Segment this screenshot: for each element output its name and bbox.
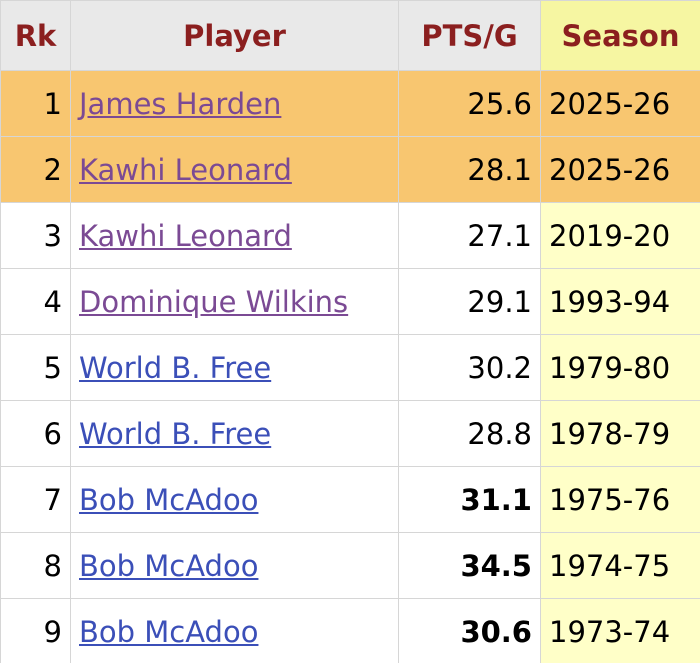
season: 1973-74 — [540, 598, 700, 663]
rank: 9 — [0, 598, 71, 663]
rank: 7 — [0, 466, 71, 533]
rank: 6 — [0, 400, 71, 467]
player-link[interactable]: World B. Free — [79, 416, 272, 451]
rank: 3 — [0, 202, 71, 269]
player-cell: Dominique Wilkins — [70, 268, 399, 335]
player-link[interactable]: James Harden — [79, 86, 282, 121]
player-link[interactable]: Dominique Wilkins — [79, 284, 349, 319]
row: 4 Dominique Wilkins 29.1 1993-94 — [0, 268, 700, 335]
player-cell: Bob McAdoo — [70, 598, 399, 663]
player-cell: Bob McAdoo — [70, 466, 399, 533]
player-link[interactable]: Bob McAdoo — [79, 482, 259, 517]
player-link[interactable]: World B. Free — [79, 350, 272, 385]
row: 1 James Harden 25.6 2025-26 — [0, 70, 700, 137]
column-header[interactable]: Season — [540, 0, 700, 71]
season: 1993-94 — [540, 268, 700, 335]
rank: 2 — [0, 136, 71, 203]
column-header[interactable]: Rk — [0, 0, 71, 71]
player-link[interactable]: Bob McAdoo — [79, 614, 259, 649]
column-header[interactable]: Player — [70, 0, 399, 71]
row: 8 Bob McAdoo 34.5 1974-75 — [0, 532, 700, 599]
row: 3 Kawhi Leonard 27.1 2019-20 — [0, 202, 700, 269]
points: 25.6 — [398, 70, 541, 137]
points: 31.1 — [398, 466, 541, 533]
rank: 5 — [0, 334, 71, 401]
player-link[interactable]: Kawhi Leonard — [79, 152, 292, 187]
points: 30.2 — [398, 334, 541, 401]
season: 1974-75 — [540, 532, 700, 599]
row: 7 Bob McAdoo 31.1 1975-76 — [0, 466, 700, 533]
player-link[interactable]: Bob McAdoo — [79, 548, 259, 583]
season: 2019-20 — [540, 202, 700, 269]
season: 1978-79 — [540, 400, 700, 467]
row: 9 Bob McAdoo 30.6 1973-74 — [0, 598, 700, 663]
player-link[interactable]: Kawhi Leonard — [79, 218, 292, 253]
rank: 1 — [0, 70, 71, 137]
points: 28.8 — [398, 400, 541, 467]
season: 1979-80 — [540, 334, 700, 401]
rank: 8 — [0, 532, 71, 599]
points: 27.1 — [398, 202, 541, 269]
player-cell: Kawhi Leonard — [70, 202, 399, 269]
header-row: Rk Player PTS/G Season — [0, 0, 700, 71]
season: 1975-76 — [540, 466, 700, 533]
player-cell: James Harden — [70, 70, 399, 137]
player-cell: Kawhi Leonard — [70, 136, 399, 203]
rank: 4 — [0, 268, 71, 335]
row: 2 Kawhi Leonard 28.1 2025-26 — [0, 136, 700, 203]
points: 28.1 — [398, 136, 541, 203]
points: 34.5 — [398, 532, 541, 599]
player-cell: World B. Free — [70, 334, 399, 401]
season: 2025-26 — [540, 136, 700, 203]
player-cell: World B. Free — [70, 400, 399, 467]
season: 2025-26 — [540, 70, 700, 137]
column-header[interactable]: PTS/G — [398, 0, 541, 71]
row: 5 World B. Free 30.2 1979-80 — [0, 334, 700, 401]
points: 29.1 — [398, 268, 541, 335]
row: 6 World B. Free 28.8 1978-79 — [0, 400, 700, 467]
points: 30.6 — [398, 598, 541, 663]
player-cell: Bob McAdoo — [70, 532, 399, 599]
